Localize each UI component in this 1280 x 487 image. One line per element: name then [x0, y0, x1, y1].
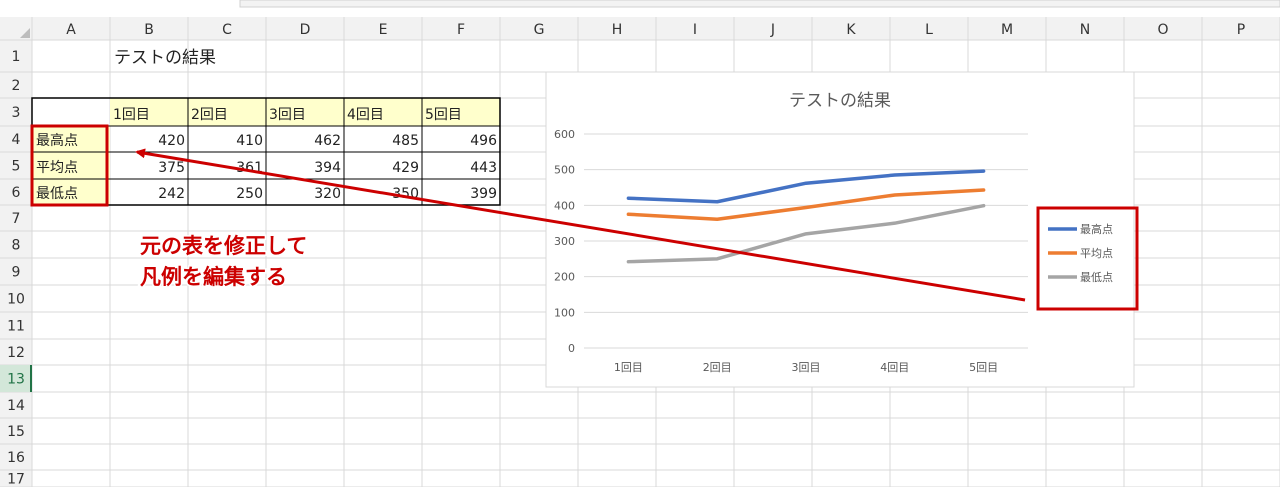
chart-y-tick-label: 400 [554, 199, 575, 212]
chart-x-tick-label: 2回目 [703, 361, 732, 374]
legend-entry-label[interactable]: 最低点 [1080, 271, 1113, 284]
table-cell[interactable]: 410 [236, 133, 263, 149]
table-cell[interactable]: 399 [470, 186, 497, 202]
table-header-label: 2回目 [191, 107, 228, 123]
row-header-4[interactable]: 4 [12, 132, 21, 148]
row-header-15[interactable]: 15 [7, 424, 25, 440]
legend-highlight-box [1036, 206, 1139, 311]
column-header-n[interactable]: N [1080, 22, 1090, 38]
table-header-cell[interactable] [422, 98, 500, 126]
table-cell[interactable]: 462 [314, 133, 341, 149]
row-header-9[interactable]: 9 [12, 265, 21, 281]
row-label-highlight-box [30, 124, 109, 207]
chart-title: テストの結果 [789, 91, 891, 111]
chart-y-axis: 0 100 200 300 400 500 600 [554, 128, 575, 355]
chart-x-tick-label: 1回目 [614, 361, 643, 374]
sheet-title-cell[interactable]: テストの結果 [114, 48, 216, 68]
table-cell[interactable]: 496 [470, 133, 497, 149]
column-header-f[interactable]: F [457, 22, 465, 38]
column-header-i[interactable]: I [693, 22, 697, 38]
chart-series-line-1[interactable] [626, 169, 986, 204]
column-header-c[interactable]: C [222, 22, 232, 38]
column-headers: A B C D E F G H I J K L M N O P [66, 22, 1245, 38]
table-cell[interactable]: 420 [158, 133, 185, 149]
table-header-cell[interactable] [344, 98, 422, 126]
row-header-5[interactable]: 5 [12, 159, 21, 175]
column-header-k[interactable]: K [846, 22, 856, 38]
chart-series-line-2[interactable] [626, 188, 986, 221]
chart-y-tick-label: 500 [554, 164, 575, 177]
chart-x-tick-label: 5回目 [969, 361, 998, 374]
table-cell[interactable]: 429 [392, 160, 419, 176]
annotation-arrow [135, 148, 1026, 302]
chart-series [626, 169, 986, 264]
chart-x-tick-label: 4回目 [880, 361, 909, 374]
legend-entry-label[interactable]: 平均点 [1080, 247, 1113, 260]
row-header-14[interactable]: 14 [7, 398, 25, 414]
table-cell[interactable]: 485 [392, 133, 419, 149]
row-header-7[interactable]: 7 [12, 211, 21, 227]
table-header-cell[interactable] [266, 98, 344, 126]
row-header-1[interactable]: 1 [12, 49, 21, 65]
column-header-m[interactable]: M [1001, 22, 1013, 38]
chart-x-tick-label: 3回目 [792, 361, 821, 374]
column-header-l[interactable]: L [925, 22, 933, 38]
table-row-label-cell[interactable] [32, 126, 110, 152]
chart-y-tick-label: 600 [554, 128, 575, 141]
table-row-label: 最低点 [36, 186, 78, 202]
chart-y-tick-label: 200 [554, 271, 575, 284]
column-header-g[interactable]: G [534, 22, 545, 38]
column-header-d[interactable]: D [300, 22, 311, 38]
chart-y-tick-label: 100 [554, 306, 575, 319]
line-chart[interactable]: テストの結果 0 100 200 300 400 500 600 1回目 2回目 3回目 4回目 5… [545, 71, 1135, 388]
table-cell[interactable]: 242 [158, 186, 185, 202]
column-header-p[interactable]: P [1237, 22, 1245, 38]
row-header-2[interactable]: 2 [12, 78, 21, 94]
table-header-label: 5回目 [425, 107, 462, 123]
select-all-corner[interactable] [20, 28, 30, 38]
column-header-e[interactable]: E [379, 22, 388, 38]
table-row-label: 最高点 [36, 132, 78, 149]
column-header-h[interactable]: H [612, 22, 623, 38]
table-header-label: 1回目 [113, 107, 150, 123]
legend-entry-label[interactable]: 最高点 [1080, 222, 1113, 236]
row-header-12[interactable]: 12 [7, 345, 25, 361]
table-cell[interactable]: 250 [236, 186, 263, 202]
chart-y-tick-label: 300 [554, 235, 575, 248]
row-header-17[interactable]: 17 [7, 472, 25, 487]
row-header-10[interactable]: 10 [7, 292, 25, 308]
column-header-j[interactable]: J [770, 22, 775, 38]
row-header-6[interactable]: 6 [12, 185, 21, 201]
chart-x-axis: 1回目 2回目 3回目 4回目 5回目 [614, 361, 998, 374]
chart-gridlines [584, 133, 1028, 349]
chart-series-line-3[interactable] [626, 203, 986, 264]
table-cell[interactable]: 394 [314, 160, 341, 176]
table-row-label: 平均点 [36, 160, 78, 176]
row-header-16[interactable]: 16 [7, 450, 25, 466]
table-header-cell[interactable] [188, 98, 266, 126]
row-header-3[interactable]: 3 [12, 105, 21, 121]
column-header-b[interactable]: B [144, 22, 154, 38]
table-row-label-cell[interactable] [32, 179, 110, 205]
table-header-label: 4回目 [347, 107, 384, 123]
table-header-cell[interactable] [110, 98, 188, 126]
annotation-text-line1: 元の表を修正して [140, 234, 307, 258]
active-row-header-bg [0, 365, 32, 392]
row-header-8[interactable]: 8 [12, 238, 21, 254]
column-header-o[interactable]: O [1157, 22, 1168, 38]
table-cell[interactable]: 375 [158, 160, 185, 176]
table-cell[interactable]: 443 [470, 160, 497, 176]
table-cell[interactable]: 320 [314, 186, 341, 202]
table-row-label-cell[interactable] [32, 152, 110, 179]
chart-y-tick-label: 0 [568, 342, 575, 355]
annotation-text-line2: 凡例を編集する [140, 265, 287, 289]
table-header-label: 3回目 [269, 107, 306, 123]
row-header-13[interactable]: 13 [7, 372, 25, 388]
column-header-a[interactable]: A [66, 22, 76, 38]
row-header-11[interactable]: 11 [7, 319, 25, 335]
